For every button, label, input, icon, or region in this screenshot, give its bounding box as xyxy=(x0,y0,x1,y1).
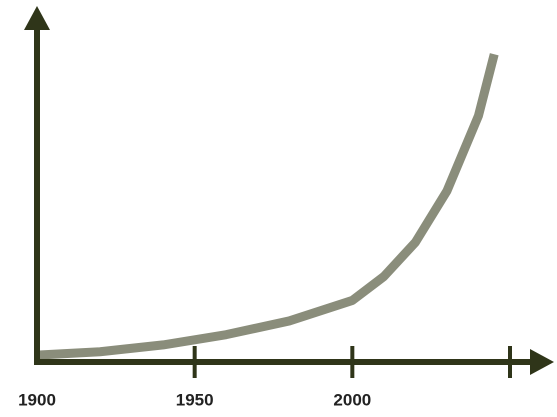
data-line xyxy=(36,53,499,360)
x-tick-label: 1950 xyxy=(176,390,214,409)
x-tick-label: 1900 xyxy=(18,390,56,409)
y-axis-arrow xyxy=(24,6,50,30)
x-axis-arrow xyxy=(530,349,554,375)
x-tick-label: 2000 xyxy=(333,390,371,409)
